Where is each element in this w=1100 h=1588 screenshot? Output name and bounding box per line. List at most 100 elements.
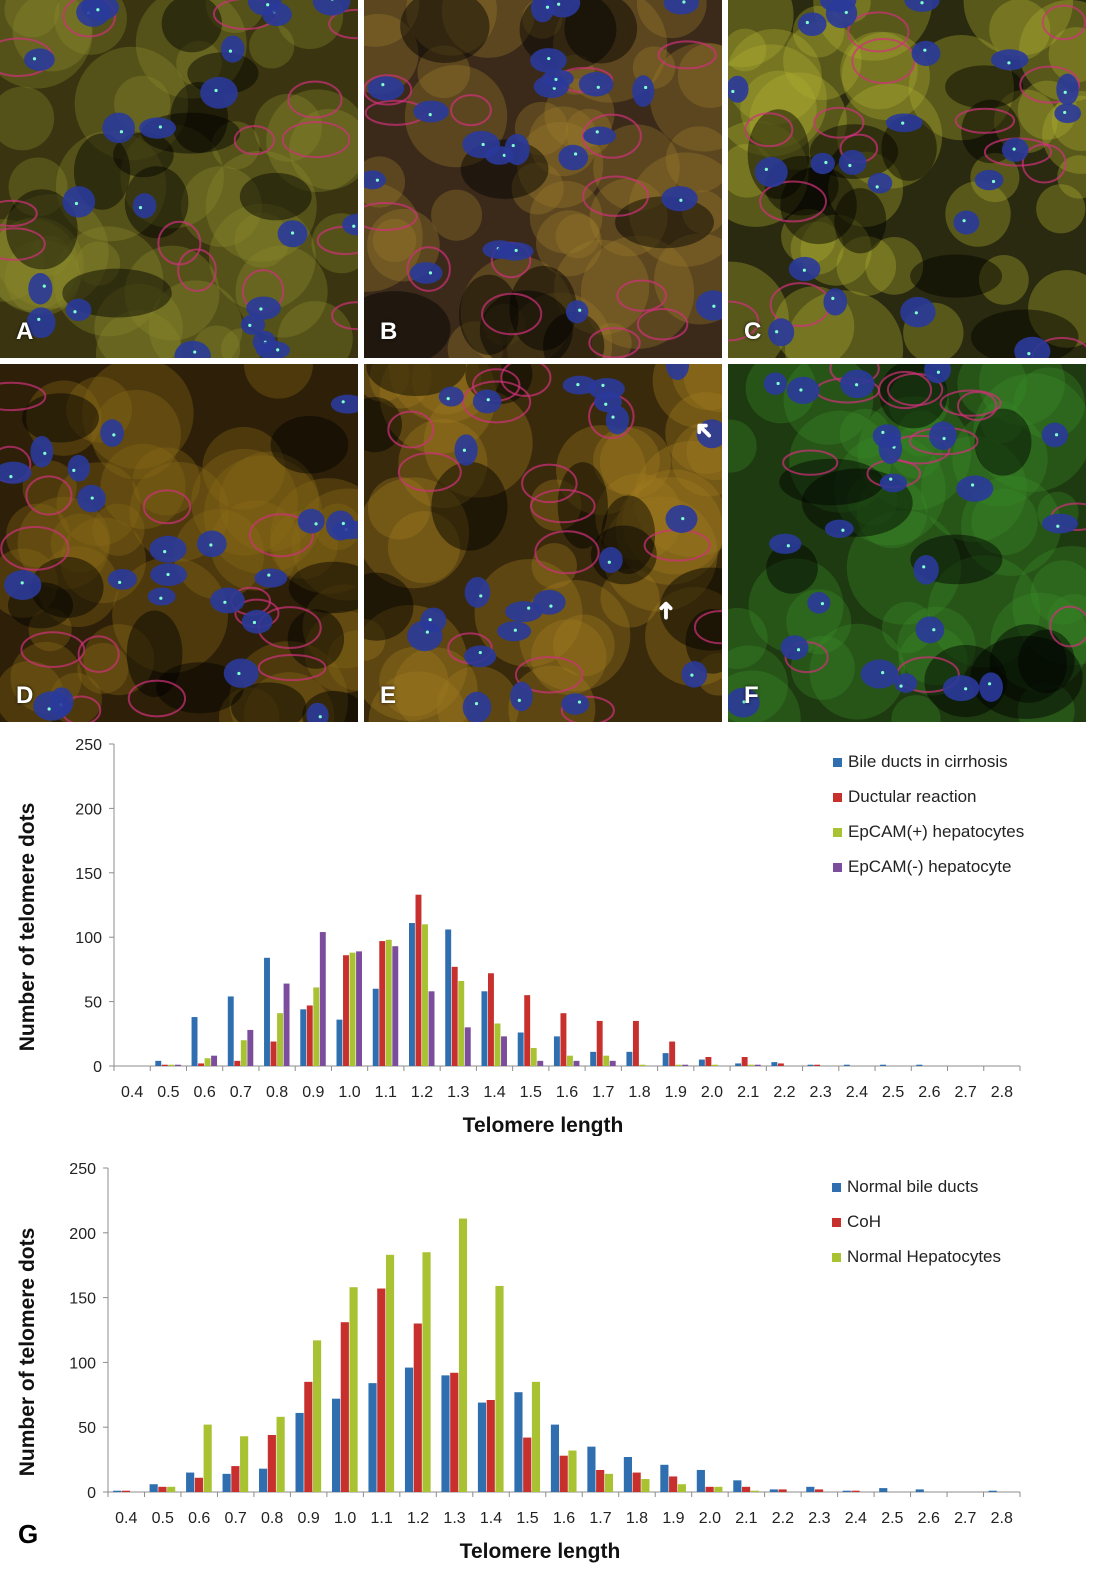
cytoplasm-blob: [483, 303, 526, 346]
telomere-dot: [731, 89, 735, 94]
cytoplasm-blob: [423, 388, 533, 498]
x-tick-label: 0.4: [115, 1510, 137, 1527]
cytoplasm-blob: [652, 364, 722, 429]
nucleus: [769, 533, 802, 554]
bar: [735, 1063, 742, 1066]
cytoplasm-blob: [191, 448, 298, 556]
bar: [458, 980, 465, 1066]
bar: [319, 932, 326, 1066]
telomere-dot: [932, 628, 936, 632]
cytoplasm-blob: [881, 601, 934, 654]
bar: [641, 1479, 650, 1492]
bar: [240, 1436, 249, 1492]
membrane-outline: [521, 463, 578, 504]
membrane-outline: [406, 246, 451, 292]
nucleus: [472, 389, 502, 414]
bar: [283, 983, 290, 1066]
x-tick-label: 1.9: [662, 1510, 684, 1527]
x-tick-label: 2.8: [991, 1510, 1013, 1527]
cytoplasm-blob: [890, 426, 943, 479]
telomere-dot: [163, 550, 167, 554]
legend-label: EpCAM(-) hepatocyte: [848, 857, 1011, 876]
bar: [711, 1064, 718, 1066]
bar: [270, 1041, 277, 1066]
bar: [632, 1472, 641, 1492]
telomere-dot: [881, 430, 885, 434]
nucleus: [1054, 103, 1082, 124]
bar: [161, 1064, 168, 1066]
cytoplasm-blob: [593, 427, 660, 495]
lumen-dark: [564, 0, 638, 64]
telomere-dot: [159, 596, 163, 600]
membrane-outline: [481, 292, 543, 336]
cytoplasm-blob: [302, 584, 358, 669]
nucleus: [139, 117, 176, 139]
x-tick-label: 2.3: [808, 1510, 830, 1527]
cytoplasm-blob: [266, 89, 358, 192]
cytoplasm-blob: [740, 70, 817, 148]
nucleus: [1056, 73, 1079, 106]
nucleus: [666, 364, 690, 381]
bar: [567, 1055, 573, 1066]
cytoplasm-blob: [555, 213, 600, 259]
telomere-dot: [936, 370, 941, 374]
bar: [377, 1288, 386, 1492]
cytoplasm-blob: [124, 245, 220, 341]
telomere-dot: [276, 348, 280, 352]
nucleus: [990, 49, 1029, 71]
bar: [379, 941, 386, 1066]
membrane-outline: [331, 301, 358, 331]
telomere-dot: [799, 388, 803, 392]
nucleus: [100, 419, 124, 447]
lumen-dark: [113, 132, 174, 178]
telomere-dot: [987, 682, 992, 686]
bar: [198, 1063, 204, 1066]
membrane-outline: [142, 489, 192, 525]
cytoplasm-blob: [865, 237, 924, 295]
cytoplasm-blob: [254, 93, 322, 162]
cytoplasm-blob: [417, 45, 471, 99]
y-tick-label: 0: [93, 1059, 102, 1076]
bar: [604, 1473, 614, 1492]
telomere-dot: [1012, 147, 1016, 151]
membrane-outline: [248, 513, 314, 558]
membrane-outline: [177, 248, 217, 292]
membrane-outline: [588, 327, 641, 358]
cytoplasm-blob: [593, 124, 680, 212]
membrane-outline: [1049, 605, 1086, 648]
cytoplasm-blob: [840, 31, 918, 110]
bar: [573, 1060, 580, 1066]
legend-label: Normal bile ducts: [847, 1177, 978, 1196]
bar: [705, 1056, 712, 1066]
lumen-dark: [910, 254, 1003, 298]
nucleus: [67, 454, 90, 482]
nucleus: [438, 386, 464, 407]
cytoplasm-blob: [957, 364, 1027, 419]
x-tick-label: 0.6: [193, 1084, 215, 1101]
x-tick-label: 2.6: [918, 1084, 940, 1101]
cytoplasm-blob: [888, 371, 949, 433]
membrane-outline: [514, 656, 584, 694]
telomere-dot: [824, 160, 828, 165]
telomere-dot: [964, 687, 968, 691]
telomere-dot: [32, 57, 37, 61]
nucleus: [364, 170, 386, 190]
nucleus: [797, 12, 827, 36]
bar: [167, 1486, 176, 1492]
panel-d-label: D: [16, 682, 34, 709]
nucleus: [879, 473, 908, 493]
membrane-outline: [759, 180, 828, 223]
membrane-outline: [257, 654, 327, 682]
lumen-dark: [970, 309, 1079, 358]
x-tick-label: 2.7: [955, 1084, 977, 1101]
nucleus: [929, 421, 957, 451]
telomere-dot: [223, 600, 227, 604]
nucleus: [598, 547, 623, 573]
cytoplasm-blob: [221, 328, 262, 358]
nucleus: [780, 635, 809, 660]
x-tick-label: 0.5: [157, 1084, 179, 1101]
cytoplasm-blob: [208, 203, 316, 311]
x-tick-label: 2.0: [699, 1510, 721, 1527]
telomere-dot: [527, 606, 531, 610]
arrow-icon: ➜: [652, 600, 680, 621]
